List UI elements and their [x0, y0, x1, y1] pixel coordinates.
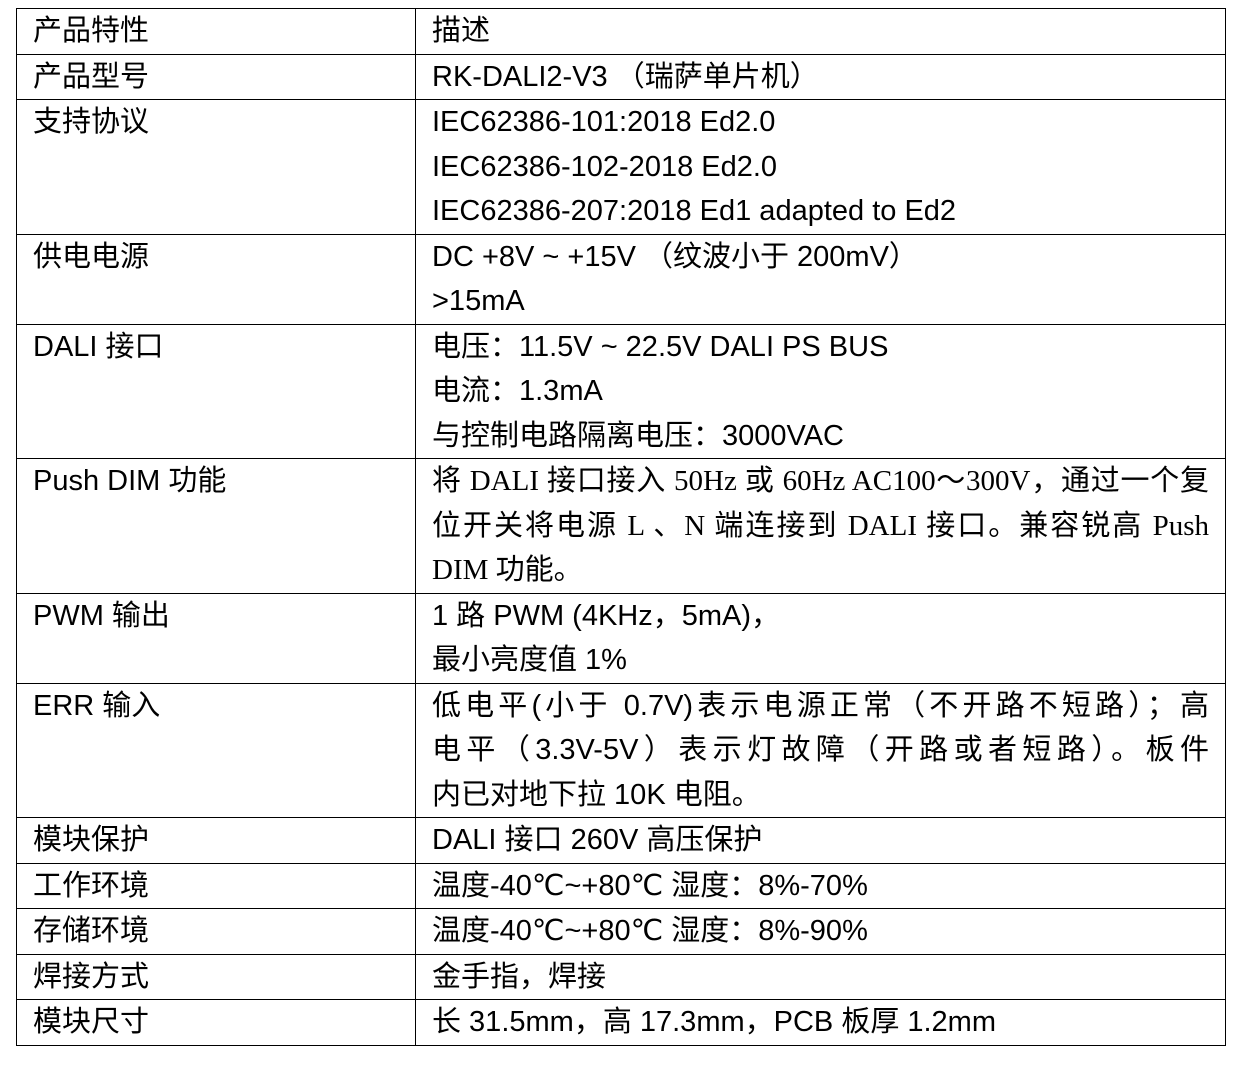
row-value: 将 DALI 接口接入 50Hz 或 60Hz AC100～300V，通过一个复… — [415, 458, 1226, 594]
value-line: 电平（3.3V-5V）表示灯故障（开路或者短路）。板件 — [432, 734, 1209, 766]
table-row: 工作环境 温度-40℃~+80℃ 湿度：8%-70% — [16, 862, 1226, 909]
table-row: DALI 接口 电压：11.5V ~ 22.5V DALI PS BUS 电流：1.… — [16, 323, 1226, 459]
row-value: 长 31.5mm，高 17.3mm，PCB 板厚 1.2mm — [415, 999, 1226, 1046]
table-row: 支持协议 IEC62386-101:2018 Ed2.0 IEC62386-102-… — [16, 99, 1226, 235]
row-value: RK-DALI2-V3 （瑞萨单片机） — [415, 53, 1226, 100]
table-row: PWM 输出 1 路 PWM (4KHz，5mA)， 最小亮度值 1% — [16, 592, 1226, 684]
value-line: 内已对地下拉 10K 电阻。 — [432, 778, 761, 811]
value-line: 与控制电路隔离电压：3000VAC — [432, 419, 844, 452]
value-line: 1 路 PWM (4KHz，5mA)， — [432, 599, 781, 632]
value-line: DALI 接口 260V 高压保护 — [432, 824, 763, 856]
row-value: 金手指，焊接 — [415, 953, 1226, 1000]
value-line: 位开关将电源 L 、N 端连接到 DALI 接口。兼容锐高 Push — [432, 509, 1209, 542]
row-value: DC +8V ~ +15V （纹波小于 200mV） >15mA — [415, 233, 1226, 325]
row-value: 低电平(小于 0.7V)表示电源正常（不开路不短路）；高 电平（3.3V-5V）表… — [415, 682, 1226, 818]
value-line: 电流：1.3mA — [432, 375, 603, 407]
row-value: 电压：11.5V ~ 22.5V DALI PS BUS 电流：1.3mA 与控制电… — [415, 323, 1226, 459]
table-row: 存储环境 温度-40℃~+80℃ 湿度：8%-90% — [16, 908, 1226, 955]
value-line: >15mA — [432, 285, 525, 317]
table-row: Push DIM 功能将 DALI 接口接入 50Hz 或 60Hz AC100… — [16, 458, 1226, 594]
table-row: 产品型号 RK-DALI2-V3 （瑞萨单片机） — [16, 53, 1226, 100]
row-label: Push DIM 功能 — [16, 458, 416, 594]
row-label: DALI 接口 — [16, 323, 416, 459]
row-label: 存储环境 — [16, 908, 416, 955]
value-line: 最小亮度值 1% — [432, 644, 627, 676]
row-label: 模块保护 — [16, 817, 416, 864]
table-row: 模块尺寸长 31.5mm，高 17.3mm，PCB 板厚 1.2mm — [16, 999, 1226, 1046]
value-line: RK-DALI2-V3 （瑞萨单片机） — [432, 60, 819, 93]
row-value: 温度-40℃~+80℃ 湿度：8%-70% — [415, 862, 1226, 909]
row-label: 供电电源 — [16, 233, 416, 325]
value-line: 温度-40℃~+80℃ 湿度：8%-90% — [432, 915, 868, 947]
table-row: 焊接方式 金手指，焊接 — [16, 953, 1226, 1000]
table-header-row: 产品特性 描述 — [16, 8, 1226, 55]
value-line: 低电平(小于 0.7V)表示电源正常（不开路不短路）；高 — [432, 689, 1209, 722]
value-line: DIM 功能。 — [432, 554, 583, 586]
spec-table: 产品特性 描述 产品型号 RK-DALI2-V3 （瑞萨单片机） 支持协议 IEC62… — [16, 8, 1226, 1046]
row-value: 温度-40℃~+80℃ 湿度：8%-90% — [415, 908, 1226, 955]
value-line: 温度-40℃~+80℃ 湿度：8%-70% — [432, 869, 868, 902]
row-label: 支持协议 — [16, 99, 416, 235]
value-line: IEC62386-102-2018 Ed2.0 — [432, 150, 778, 183]
value-line: 电压：11.5V ~ 22.5V DALI PS BUS — [432, 330, 889, 363]
row-label: ERR 输入 — [16, 682, 416, 818]
table-row: 模块保护 DALI 接口 260V 高压保护 — [16, 817, 1226, 864]
row-value: DALI 接口 260V 高压保护 — [415, 817, 1226, 864]
value-line: 长 31.5mm，高 17.3mm，PCB 板厚 1.2mm — [432, 1006, 996, 1038]
row-label: PWM 输出 — [16, 592, 416, 684]
value-line: 金手指，焊接 — [432, 960, 607, 993]
row-value: IEC62386-101:2018 Ed2.0 IEC62386-102-2018… — [415, 99, 1226, 235]
row-label: 工作环境 — [16, 862, 416, 909]
header-description: 描述 — [415, 8, 1226, 55]
value-line: DC +8V ~ +15V （纹波小于 200mV） — [432, 240, 918, 273]
table-row: ERR 输入 低电平(小于 0.7V)表示电源正常（不开路不短路）；高 电平（3.3… — [16, 682, 1226, 818]
value-line: 将 DALI 接口接入 50Hz 或 60Hz AC100～300V，通过一个复 — [432, 465, 1209, 497]
row-label: 模块尺寸 — [16, 999, 416, 1046]
row-label: 焊接方式 — [16, 953, 416, 1000]
header-feature: 产品特性 — [16, 8, 416, 55]
value-line: IEC62386-101:2018 Ed2.0 — [432, 106, 776, 138]
row-label: 产品型号 — [16, 53, 416, 100]
row-value: 1 路 PWM (4KHz，5mA)， 最小亮度值 1% — [415, 592, 1226, 684]
value-line: IEC62386-207:2018 Ed1 adapted to Ed2 — [432, 195, 957, 227]
table-row: 供电电源 DC +8V ~ +15V （纹波小于 200mV） >15mA — [16, 233, 1226, 325]
